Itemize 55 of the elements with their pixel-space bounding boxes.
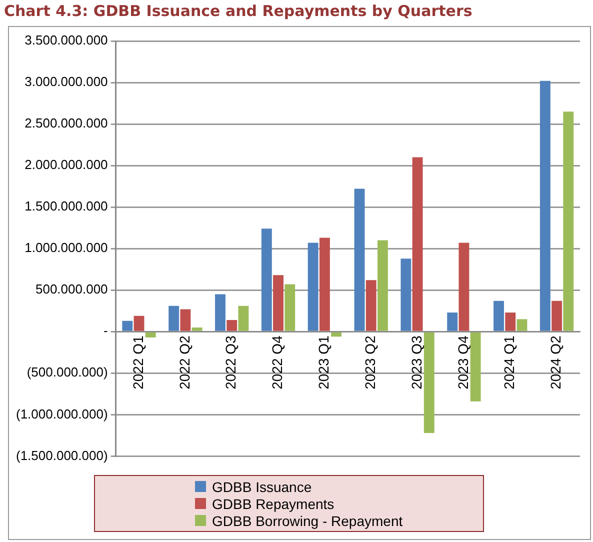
bar (180, 309, 191, 331)
y-tick-label: 3.500.000.000 (24, 32, 108, 48)
bar (563, 112, 574, 331)
bar (238, 306, 249, 331)
chart-title: Chart 4.3: GDBB Issuance and Repayments by Quarters (3, 1, 474, 22)
y-tick-label: 1.500.000.000 (24, 198, 108, 214)
bar (400, 258, 412, 331)
bar (366, 280, 376, 331)
bar (458, 242, 470, 331)
y-tick-label: - (103, 323, 108, 338)
legend-label: GDBB Borrowing - Repayment (212, 512, 403, 528)
bar (284, 284, 296, 331)
bar (192, 327, 202, 331)
bar (494, 300, 504, 331)
x-tick-label: 2024 Q1 (501, 335, 518, 390)
legend-label: GDBB Issuance (212, 478, 312, 494)
y-tick-label: 2.000.000.000 (24, 157, 108, 172)
x-tick-label: 2023 Q3 (408, 335, 424, 390)
bar (505, 312, 516, 331)
bar (122, 320, 133, 331)
bar (273, 275, 284, 331)
bar (168, 306, 180, 331)
y-tick-label: 2.500.000.000 (24, 116, 108, 131)
bar (319, 238, 330, 331)
y-tick-label: (1.000.000.000) (16, 406, 108, 422)
y-tick-label: (500.000.000) (26, 364, 108, 380)
bar (470, 332, 481, 402)
x-tick-label: 2022 Q1 (130, 335, 146, 390)
bar (215, 294, 226, 331)
bar (447, 312, 458, 331)
y-tick-label: 3.000.000.000 (24, 74, 108, 90)
bar (516, 319, 528, 331)
bar (424, 332, 434, 433)
x-tick-label: 2022 Q3 (222, 335, 239, 390)
legend-label: GDBB Repayments (212, 496, 334, 512)
bar (377, 240, 388, 331)
y-tick-label: (1.500.000.000) (16, 448, 108, 463)
y-tick-label: 1.000.000.000 (24, 240, 108, 256)
x-tick-label: 2024 Q2 (548, 335, 564, 390)
x-tick-label: 2022 Q4 (269, 335, 286, 390)
bar (261, 228, 272, 331)
x-tick-label: 2023 Q1 (316, 335, 332, 390)
bar (354, 188, 365, 331)
y-tick-label: 500.000.000 (35, 282, 108, 297)
bar (412, 157, 423, 331)
bar (540, 80, 550, 331)
x-tick-label: 2022 Q2 (176, 335, 192, 390)
bar (552, 300, 562, 331)
x-tick-label: 2023 Q2 (362, 335, 378, 390)
bar (308, 242, 318, 331)
bar (226, 320, 238, 331)
bar (145, 332, 156, 338)
bar (134, 316, 144, 331)
x-tick-label: 2023 Q4 (454, 335, 471, 390)
bar (331, 332, 342, 337)
